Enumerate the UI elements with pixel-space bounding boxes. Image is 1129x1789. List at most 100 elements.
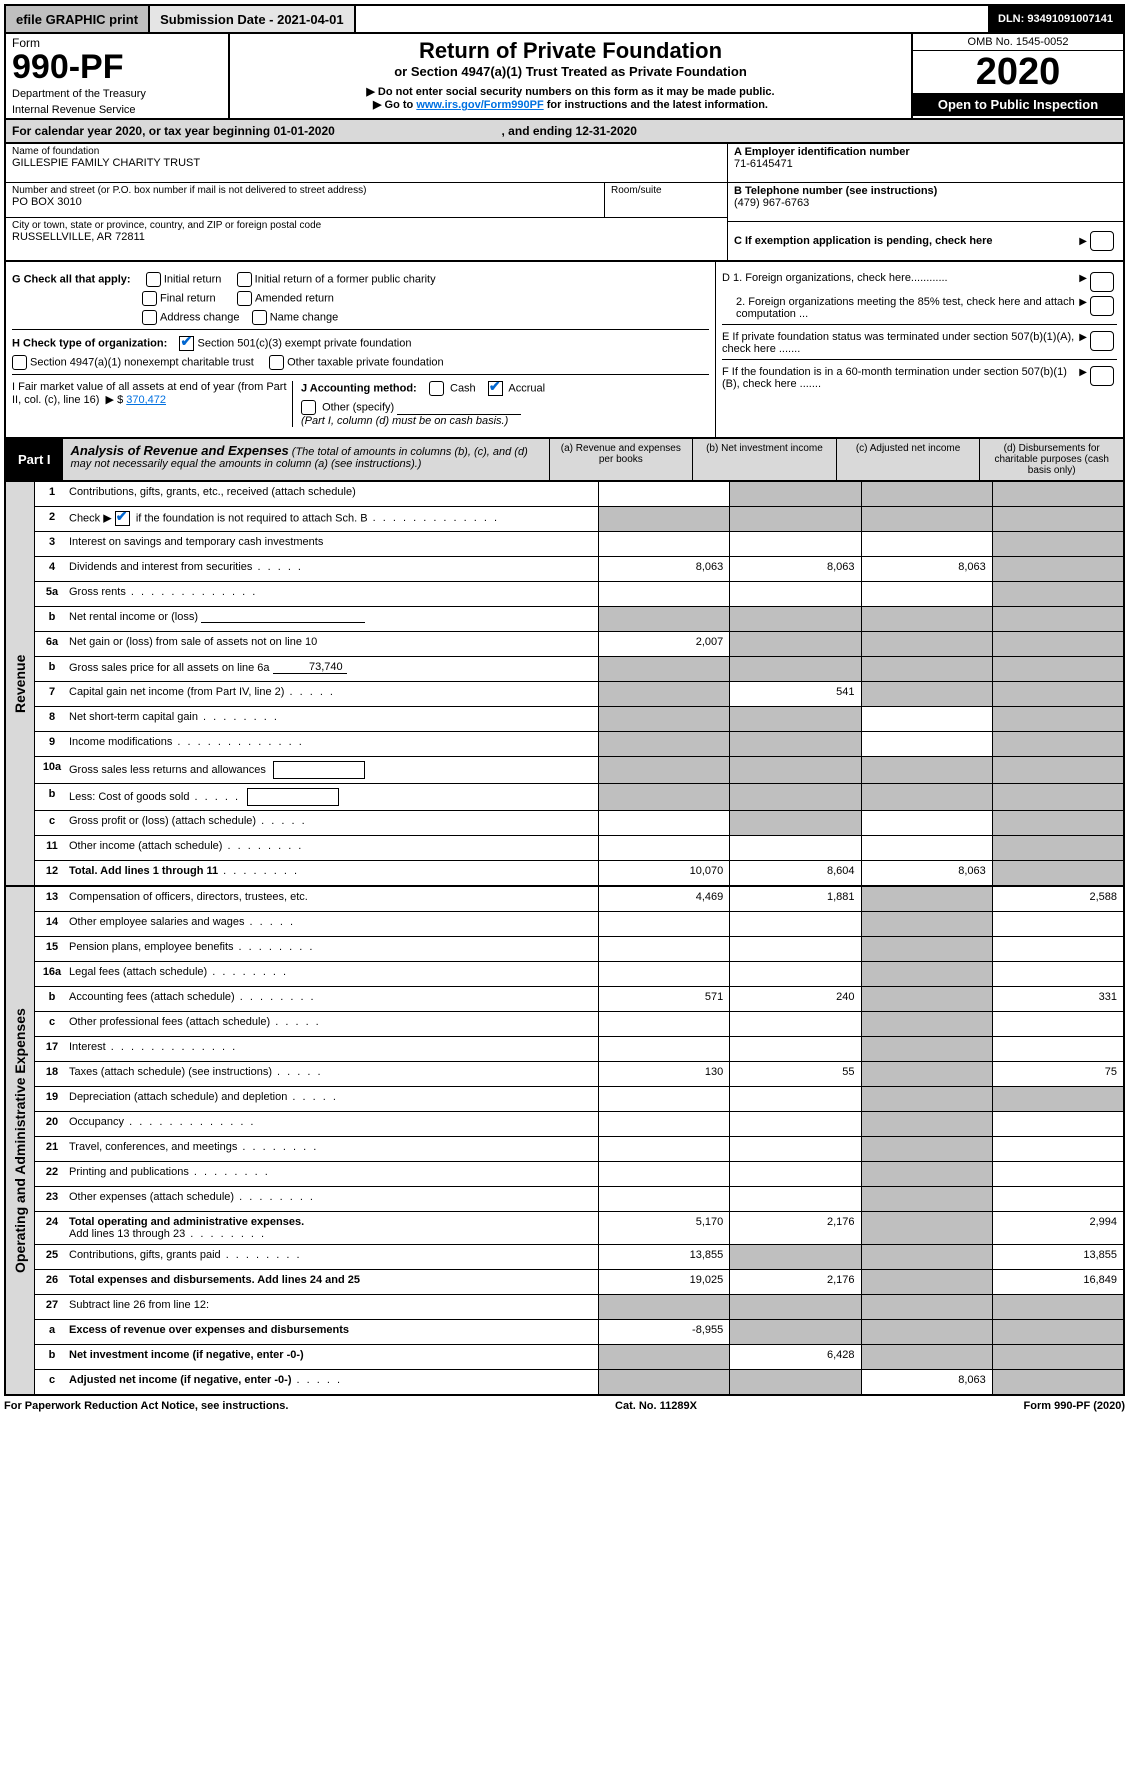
line-18: Taxes (attach schedule) (see instruction… [69, 1062, 599, 1086]
501c3-checkbox[interactable] [179, 336, 194, 351]
line-10b: Less: Cost of goods sold [69, 784, 599, 810]
calyear-b: , and ending 12-31-2020 [502, 124, 637, 138]
line-7: Capital gain net income (from Part IV, l… [69, 682, 599, 706]
part-1-header: Part I Analysis of Revenue and Expenses … [4, 439, 1125, 482]
calendar-year-row: For calendar year 2020, or tax year begi… [4, 120, 1125, 144]
line-4: Dividends and interest from securities [69, 557, 599, 581]
line-5b: Net rental income or (loss) [69, 607, 599, 631]
other-method-checkbox[interactable] [301, 400, 316, 415]
schB-checkbox[interactable] [115, 511, 130, 526]
line-16b: Accounting fees (attach schedule) [69, 987, 599, 1011]
phone-row: B Telephone number (see instructions) (4… [728, 183, 1123, 222]
line-8: Net short-term capital gain [69, 707, 599, 731]
ghij-block: G Check all that apply: Initial return I… [4, 262, 1125, 439]
h-opt3: Other taxable private foundation [287, 356, 444, 368]
j-label: J Accounting method: [301, 382, 417, 394]
bullet-2-pre: ▶ Go to [373, 99, 416, 111]
line-27c: Adjusted net income (if negative, enter … [69, 1370, 599, 1394]
d2-label: 2. Foreign organizations meeting the 85%… [736, 296, 1076, 320]
e-label: E If private foundation status was termi… [722, 331, 1076, 355]
inspection-label: Open to Public Inspection [913, 93, 1123, 116]
line-27b: Net investment income (if negative, ente… [69, 1345, 599, 1369]
top-bar: efile GRAPHIC print Submission Date - 20… [4, 4, 1125, 34]
f-checkbox[interactable] [1090, 366, 1114, 386]
amended-return-checkbox[interactable] [237, 291, 252, 306]
line-22: Printing and publications [69, 1162, 599, 1186]
d1-label: D 1. Foreign organizations, check here..… [722, 272, 1076, 292]
header-right: OMB No. 1545-0052 2020 Open to Public In… [911, 34, 1123, 118]
g-initial: Initial return [164, 273, 221, 285]
form-header: Form 990-PF Department of the Treasury I… [4, 34, 1125, 120]
col-d-header: (d) Disbursements for charitable purpose… [980, 439, 1123, 480]
line-19: Depreciation (attach schedule) and deple… [69, 1087, 599, 1111]
city-label: City or town, state or province, country… [12, 220, 721, 231]
j-cash: Cash [450, 382, 476, 394]
room-suite-label: Room/suite [605, 183, 727, 217]
g-amended: Amended return [255, 292, 334, 304]
foundation-name-row: Name of foundation GILLESPIE FAMILY CHAR… [6, 144, 727, 183]
g-label: G Check all that apply: [12, 273, 131, 285]
i-prefix: ▶ $ [106, 394, 124, 406]
line-13: Compensation of officers, directors, tru… [69, 887, 599, 911]
initial-return-checkbox[interactable] [146, 272, 161, 287]
final-return-checkbox[interactable] [142, 291, 157, 306]
line-25: Contributions, gifts, grants paid [69, 1245, 599, 1269]
efile-button[interactable]: efile GRAPHIC print [6, 6, 150, 32]
j-other: Other (specify) [322, 401, 394, 413]
line-14: Other employee salaries and wages [69, 912, 599, 936]
col-b-header: (b) Net investment income [693, 439, 837, 480]
e-checkbox[interactable] [1090, 331, 1114, 351]
city-row: City or town, state or province, country… [6, 218, 727, 256]
h-opt1: Section 501(c)(3) exempt private foundat… [197, 337, 411, 349]
line-21: Travel, conferences, and meetings [69, 1137, 599, 1161]
submission-date: Submission Date - 2021-04-01 [150, 6, 356, 32]
footer: For Paperwork Reduction Act Notice, see … [4, 1396, 1125, 1416]
line-3: Interest on savings and temporary cash i… [69, 532, 599, 556]
d2-checkbox[interactable] [1090, 296, 1114, 316]
line-6a: Net gain or (loss) from sale of assets n… [69, 632, 599, 656]
revenue-label: Revenue [6, 482, 35, 885]
form-subtitle: or Section 4947(a)(1) Trust Treated as P… [234, 64, 907, 79]
4947a1-checkbox[interactable] [12, 355, 27, 370]
line-26: Total expenses and disbursements. Add li… [69, 1270, 599, 1294]
ein-value: 71-6145471 [734, 158, 1117, 170]
d1-checkbox[interactable] [1090, 272, 1114, 292]
cash-checkbox[interactable] [429, 381, 444, 396]
revenue-table: Revenue 1Contributions, gifts, grants, e… [4, 482, 1125, 887]
ein-row: A Employer identification number 71-6145… [728, 144, 1123, 183]
dln-label: DLN: 93491091007141 [988, 6, 1123, 32]
h-opt2: Section 4947(a)(1) nonexempt charitable … [30, 356, 254, 368]
foundation-name: GILLESPIE FAMILY CHARITY TRUST [12, 157, 721, 169]
line-11: Other income (attach schedule) [69, 836, 599, 860]
phone-label: B Telephone number (see instructions) [734, 185, 937, 197]
line-10a: Gross sales less returns and allowances [69, 757, 599, 783]
g-namechg: Name change [270, 311, 339, 323]
accrual-checkbox[interactable] [488, 381, 503, 396]
j-accrual: Accrual [508, 382, 545, 394]
line-2: Check ▶ if the foundation is not require… [69, 507, 599, 531]
line-27a: Excess of revenue over expenses and disb… [69, 1320, 599, 1344]
city-value: RUSSELLVILLE, AR 72811 [12, 231, 721, 243]
expenses-table: Operating and Administrative Expenses 13… [4, 887, 1125, 1396]
other-taxable-checkbox[interactable] [269, 355, 284, 370]
irs-label: Internal Revenue Service [12, 104, 222, 116]
name-change-checkbox[interactable] [252, 310, 267, 325]
line-10c: Gross profit or (loss) (attach schedule) [69, 811, 599, 835]
address-change-checkbox[interactable] [142, 310, 157, 325]
line-6b: Gross sales price for all assets on line… [69, 657, 599, 681]
line-16c: Other professional fees (attach schedule… [69, 1012, 599, 1036]
ein-label: A Employer identification number [734, 146, 910, 158]
initial-former-checkbox[interactable] [237, 272, 252, 287]
bullet-2-post: for instructions and the latest informat… [544, 99, 768, 111]
line-1: Contributions, gifts, grants, etc., rece… [69, 482, 599, 506]
exemption-label: C If exemption application is pending, c… [734, 235, 993, 247]
j-note: (Part I, column (d) must be on cash basi… [301, 415, 508, 427]
part-title-bold: Analysis of Revenue and Expenses [71, 443, 289, 458]
dept-label: Department of the Treasury [12, 88, 222, 100]
instructions-link[interactable]: www.irs.gov/Form990PF [416, 99, 543, 111]
address-value: PO BOX 3010 [12, 196, 598, 208]
line-16a: Legal fees (attach schedule) [69, 962, 599, 986]
name-label: Name of foundation [12, 146, 721, 157]
line-20: Occupancy [69, 1112, 599, 1136]
exemption-checkbox[interactable] [1090, 231, 1114, 251]
